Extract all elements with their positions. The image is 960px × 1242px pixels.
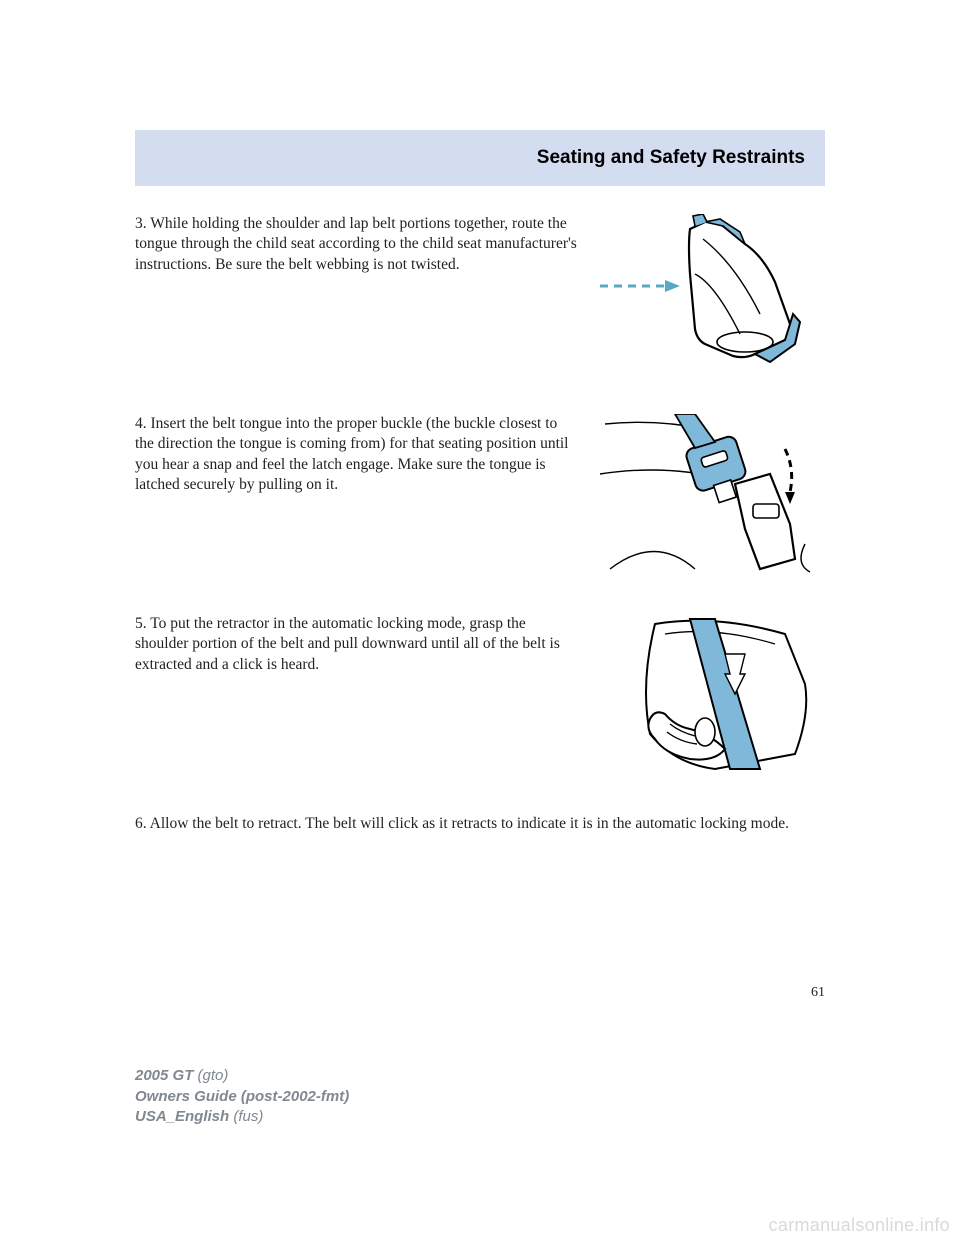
child-seat-icon — [595, 214, 825, 374]
footer-lang: USA_English — [135, 1108, 229, 1125]
footer-line-1: 2005 GT (gto) — [135, 1066, 349, 1086]
manual-page: Seating and Safety Restraints 3. While h… — [0, 0, 960, 1242]
retractor-pull-icon — [595, 614, 825, 774]
step-3-text: 3. While holding the shoulder and lap be… — [135, 214, 577, 275]
step-6-text: 6. Allow the belt to retract. The belt w… — [135, 814, 825, 834]
step-5-text: 5. To put the retractor in the automatic… — [135, 614, 577, 675]
watermark-text: carmanualsonline.info — [769, 1215, 950, 1236]
page-number: 61 — [811, 985, 825, 1001]
section-header-bar: Seating and Safety Restraints — [135, 130, 825, 186]
footer-lang-code: (fus) — [229, 1108, 263, 1125]
step-4-text: 4. Insert the belt tongue into the prope… — [135, 414, 577, 496]
footer-model-code: (gto) — [193, 1067, 228, 1084]
step-3-illustration — [595, 214, 825, 374]
step-4-row: 4. Insert the belt tongue into the prope… — [135, 414, 825, 574]
footer-line-2: Owners Guide (post-2002-fmt) — [135, 1087, 349, 1107]
footer-line-3: USA_English (fus) — [135, 1107, 349, 1127]
footer-block: 2005 GT (gto) Owners Guide (post-2002-fm… — [135, 1066, 349, 1127]
step-5-row: 5. To put the retractor in the automatic… — [135, 614, 825, 774]
footer-model: 2005 GT — [135, 1067, 193, 1084]
step-3-row: 3. While holding the shoulder and lap be… — [135, 214, 825, 374]
step-4-illustration — [595, 414, 825, 574]
section-title: Seating and Safety Restraints — [537, 147, 805, 169]
buckle-icon — [595, 414, 825, 574]
step-5-illustration — [595, 614, 825, 774]
